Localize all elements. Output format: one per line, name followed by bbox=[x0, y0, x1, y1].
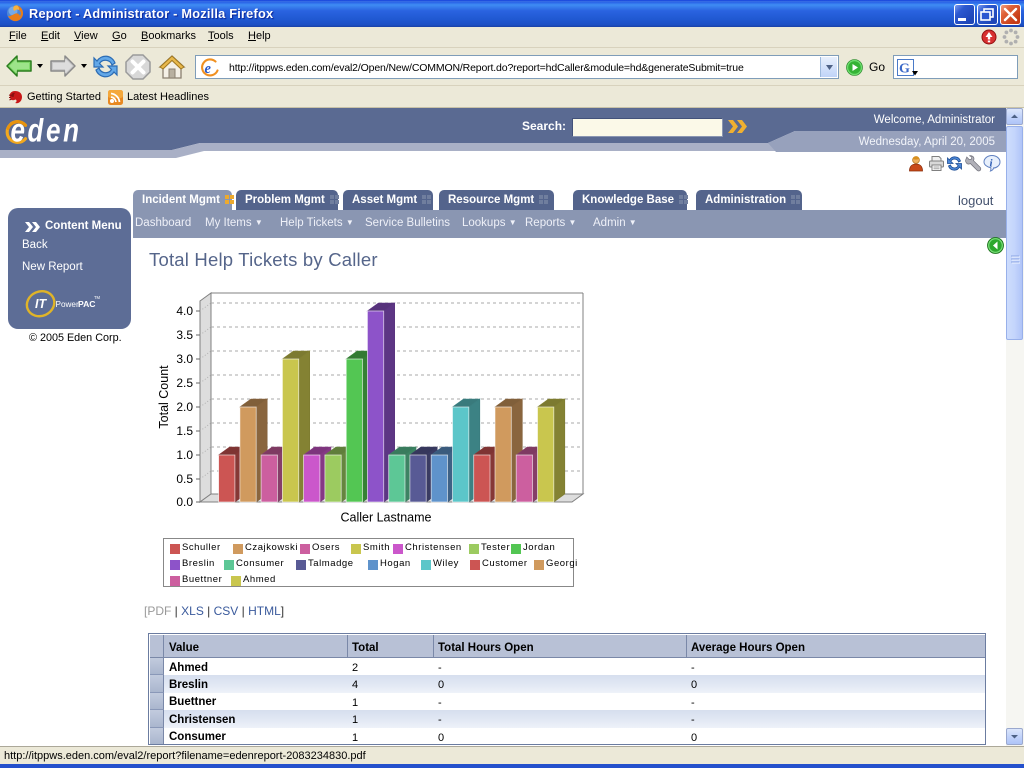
svg-text:2.0: 2.0 bbox=[176, 400, 193, 414]
svg-text:2.5: 2.5 bbox=[176, 376, 193, 390]
svg-text:0.5: 0.5 bbox=[176, 472, 193, 486]
svg-text:eden: eden bbox=[11, 118, 82, 149]
svg-text:0.0: 0.0 bbox=[176, 495, 193, 509]
svg-text:G: G bbox=[899, 62, 910, 77]
svg-text:4.0: 4.0 bbox=[176, 304, 193, 318]
svg-text:1.0: 1.0 bbox=[176, 448, 193, 462]
svg-text:Power: Power bbox=[56, 300, 79, 309]
svg-text:e: e bbox=[205, 61, 212, 77]
svg-text:IT: IT bbox=[35, 297, 47, 311]
svg-text:3.5: 3.5 bbox=[176, 328, 193, 342]
svg-text:TM: TM bbox=[94, 295, 101, 300]
svg-text:Caller Lastname: Caller Lastname bbox=[340, 511, 431, 525]
svg-text:3.0: 3.0 bbox=[176, 352, 193, 366]
svg-text:1.5: 1.5 bbox=[176, 424, 193, 438]
svg-text:i: i bbox=[990, 158, 994, 170]
svg-text:Total Count: Total Count bbox=[157, 365, 171, 429]
svg-text:PAC: PAC bbox=[78, 299, 96, 309]
